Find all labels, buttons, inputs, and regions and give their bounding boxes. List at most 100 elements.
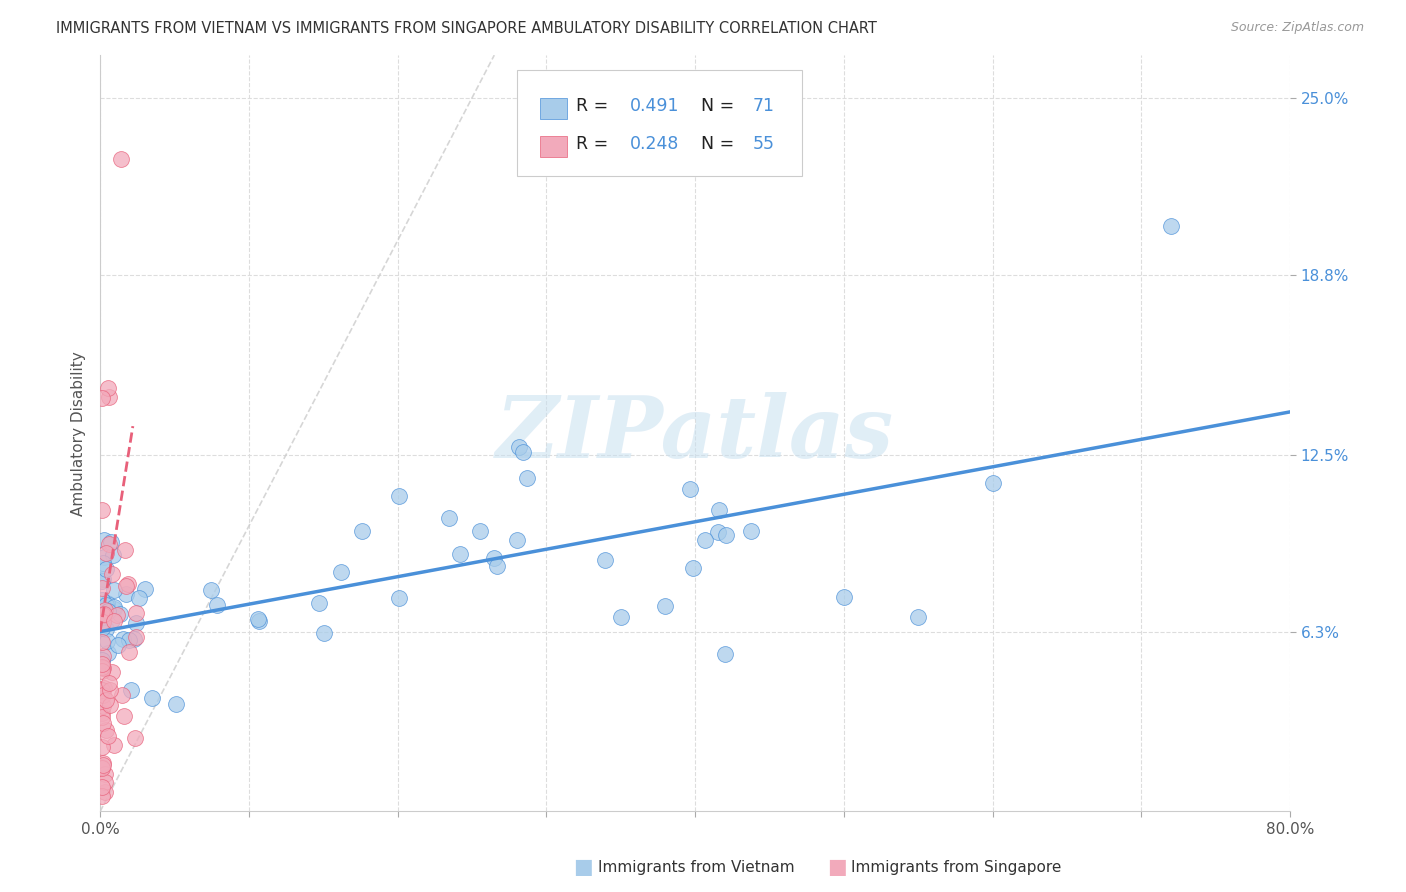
Text: Immigrants from Singapore: Immigrants from Singapore	[851, 860, 1062, 874]
Point	[352, 524, 374, 539]
Point	[90, 574, 112, 588]
Point	[94, 606, 117, 620]
Point	[695, 533, 717, 547]
Point	[103, 583, 125, 598]
Point	[247, 612, 270, 626]
Point	[91, 635, 114, 649]
Point	[128, 591, 150, 605]
Point	[485, 558, 508, 573]
Point	[141, 690, 163, 705]
Point	[907, 610, 929, 624]
Point	[97, 729, 120, 743]
Point	[114, 543, 136, 558]
FancyBboxPatch shape	[540, 136, 567, 157]
Point	[93, 649, 115, 664]
Text: 0.248: 0.248	[630, 135, 679, 153]
Point	[90, 653, 112, 667]
Point	[101, 567, 124, 582]
Point	[94, 603, 117, 617]
Point	[93, 757, 115, 772]
Point	[103, 602, 125, 616]
Point	[110, 152, 132, 166]
Text: ■: ■	[574, 857, 593, 877]
Point	[97, 604, 120, 618]
Point	[512, 445, 534, 459]
Point	[98, 698, 121, 712]
Point	[118, 633, 141, 648]
Point	[125, 616, 148, 631]
Point	[91, 621, 114, 635]
Point	[200, 582, 222, 597]
Point	[505, 533, 527, 548]
Point	[90, 709, 112, 723]
Point	[108, 607, 131, 621]
Point	[114, 587, 136, 601]
Point	[90, 391, 112, 405]
Point	[120, 682, 142, 697]
Text: Immigrants from Vietnam: Immigrants from Vietnam	[598, 860, 794, 874]
Point	[91, 581, 114, 595]
Point	[94, 598, 117, 612]
Point	[96, 634, 118, 648]
Point	[90, 659, 112, 673]
Point	[94, 723, 117, 738]
Point	[118, 645, 141, 659]
Text: 55: 55	[752, 135, 775, 153]
Point	[91, 761, 114, 775]
Point	[124, 731, 146, 745]
Point	[654, 599, 676, 613]
Point	[90, 706, 112, 720]
Point	[308, 596, 330, 610]
Point	[98, 683, 121, 698]
Point	[96, 693, 118, 707]
Text: ZIPatlas: ZIPatlas	[496, 392, 894, 475]
Point	[832, 591, 855, 605]
Point	[93, 572, 115, 586]
Point	[679, 483, 702, 497]
Point	[449, 547, 471, 561]
Point	[388, 489, 411, 503]
Point	[682, 560, 704, 574]
Point	[91, 503, 114, 517]
Text: Source: ZipAtlas.com: Source: ZipAtlas.com	[1230, 21, 1364, 34]
Text: N =: N =	[702, 135, 740, 153]
Point	[93, 610, 115, 624]
Point	[981, 476, 1004, 491]
Point	[468, 524, 491, 538]
Point	[93, 607, 115, 621]
Point	[91, 608, 114, 623]
Point	[96, 381, 118, 395]
Point	[124, 630, 146, 644]
Point	[98, 675, 121, 690]
Point	[90, 657, 112, 671]
Point	[91, 688, 114, 702]
Point	[714, 528, 737, 542]
Point	[482, 550, 505, 565]
Point	[100, 535, 122, 549]
Point	[90, 664, 112, 678]
Point	[111, 632, 134, 646]
Point	[437, 511, 460, 525]
Point	[103, 600, 125, 615]
Point	[516, 471, 538, 485]
Point	[96, 596, 118, 610]
Point	[97, 604, 120, 618]
Point	[90, 653, 112, 667]
Point	[94, 622, 117, 636]
Point	[714, 648, 737, 662]
Point	[740, 524, 762, 538]
Text: R =: R =	[576, 97, 614, 115]
Point	[91, 716, 114, 731]
Point	[96, 562, 118, 576]
Point	[105, 608, 128, 623]
Point	[90, 789, 112, 803]
Point	[91, 739, 114, 754]
Point	[91, 615, 114, 630]
Point	[107, 639, 129, 653]
Text: N =: N =	[702, 97, 740, 115]
Point	[388, 591, 411, 605]
Point	[91, 593, 114, 607]
Point	[93, 533, 115, 547]
Point	[595, 553, 617, 567]
Point	[90, 760, 112, 774]
